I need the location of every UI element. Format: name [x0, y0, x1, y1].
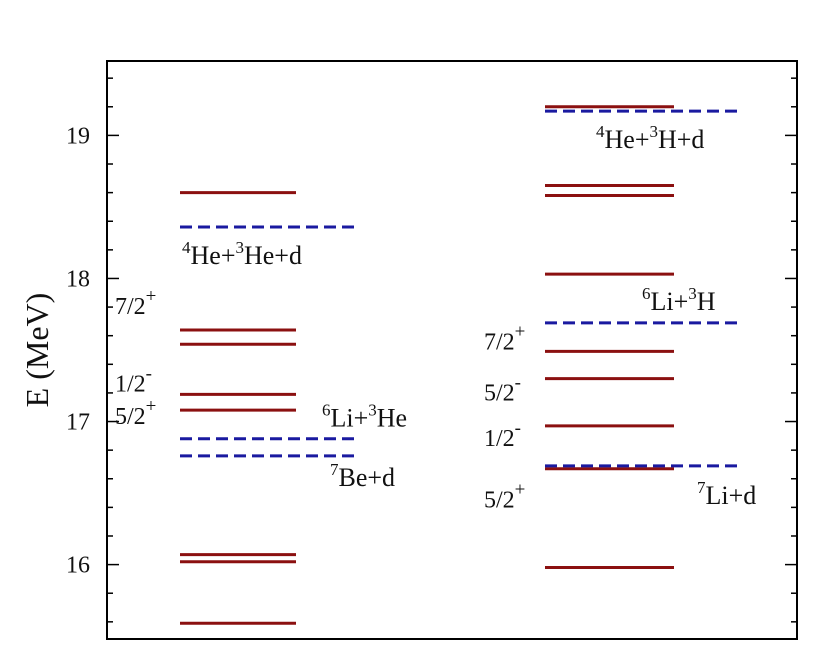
y-tick-label: 19 [66, 123, 90, 149]
plot-frame [106, 60, 798, 640]
y-tick-label: 16 [66, 553, 90, 579]
y-tick-label: 18 [66, 266, 90, 292]
spin-parity-label: 1/2- [115, 363, 152, 397]
threshold-label: 7Be+d [330, 460, 395, 492]
threshold-label: 4He+3He+d [182, 238, 302, 270]
spin-parity-label: 5/2+ [115, 396, 156, 430]
threshold-label: 6Li+3He [322, 401, 407, 433]
spin-parity-label: 5/2- [484, 373, 521, 407]
threshold-label: 4He+3H+d [596, 122, 704, 154]
y-axis-label: E (MeV) [19, 293, 55, 408]
threshold-label: 6Li+3H [642, 284, 716, 316]
axis-ticks [107, 77, 797, 623]
y-tick-label: 17 [66, 410, 90, 436]
spin-parity-label: 5/2+ [484, 480, 525, 514]
level-marks: 7Be+d6Li+3He4He+3He+d5/2+1/2-7/2+7Li+d6L… [115, 105, 756, 625]
y-tick-labels: 16 17 18 19 [66, 123, 90, 578]
spin-parity-label: 7/2+ [484, 321, 525, 355]
spin-parity-label: 1/2- [484, 418, 521, 452]
spin-parity-label: 7/2+ [115, 286, 156, 320]
threshold-label: 7Li+d [697, 478, 756, 510]
